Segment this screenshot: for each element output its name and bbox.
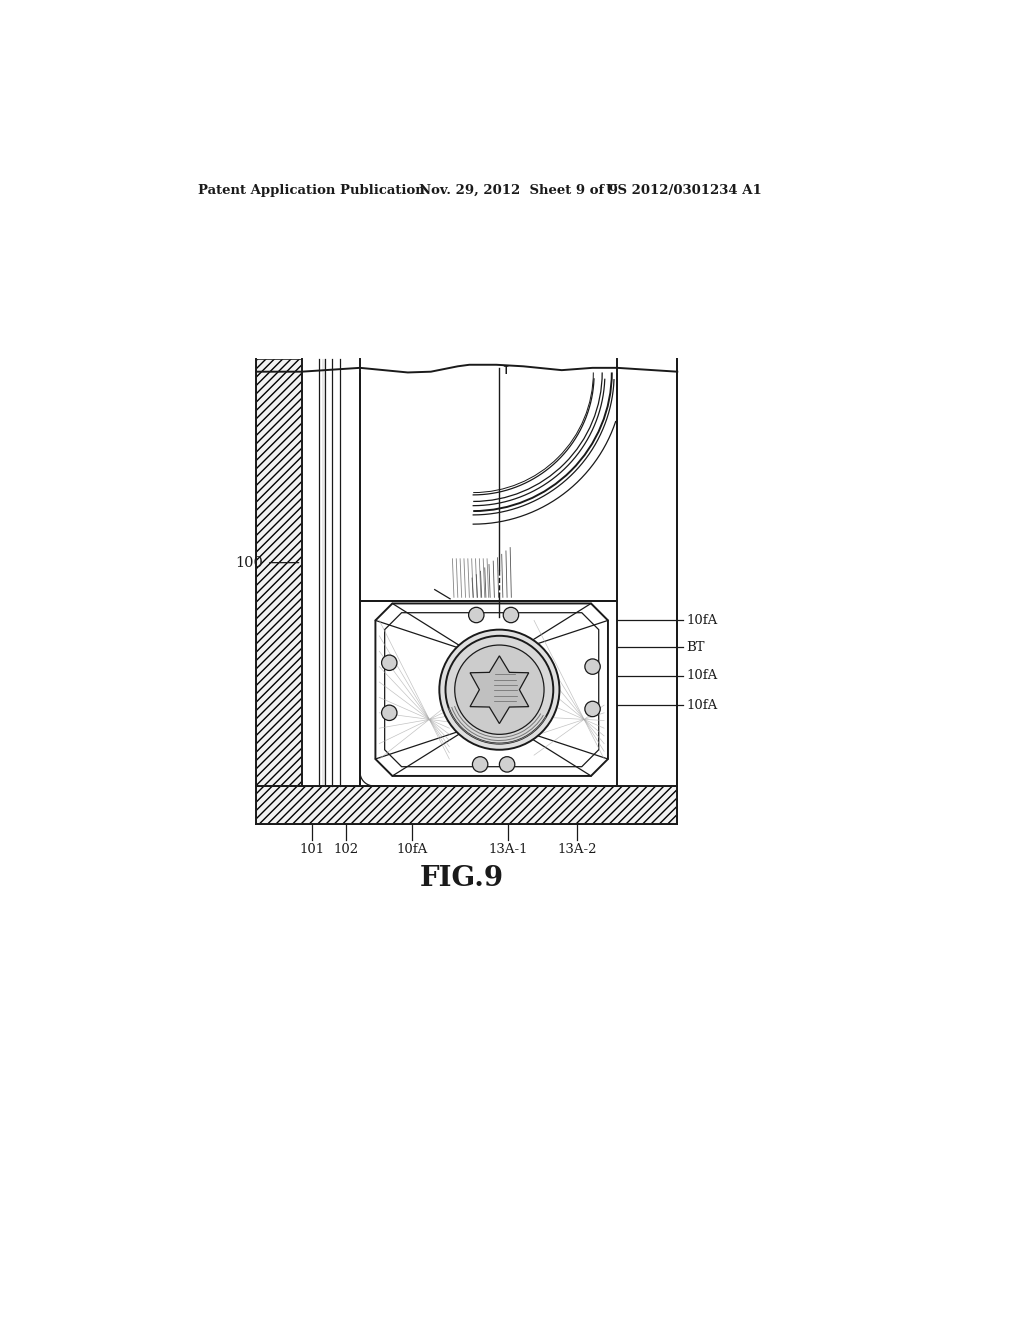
- Text: 101: 101: [299, 843, 324, 855]
- Text: BT: BT: [686, 640, 705, 653]
- Polygon shape: [376, 603, 608, 776]
- Text: 100: 100: [236, 556, 263, 570]
- Circle shape: [503, 607, 518, 623]
- Text: Nov. 29, 2012  Sheet 9 of 9: Nov. 29, 2012 Sheet 9 of 9: [419, 185, 618, 197]
- Bar: [617, 359, 677, 785]
- Circle shape: [469, 607, 484, 623]
- Bar: [256, 785, 677, 825]
- Text: 102: 102: [334, 843, 358, 855]
- Circle shape: [382, 655, 397, 671]
- Bar: [256, 359, 301, 785]
- Polygon shape: [360, 601, 617, 785]
- Text: Patent Application Publication: Patent Application Publication: [199, 185, 425, 197]
- Circle shape: [500, 756, 515, 772]
- Circle shape: [445, 636, 553, 743]
- Circle shape: [455, 645, 544, 734]
- Text: US 2012/0301234 A1: US 2012/0301234 A1: [606, 185, 762, 197]
- Bar: [322, 359, 325, 785]
- Polygon shape: [385, 612, 599, 767]
- Circle shape: [382, 705, 397, 721]
- Text: 13A-2: 13A-2: [557, 843, 597, 855]
- Bar: [360, 374, 617, 601]
- Circle shape: [585, 701, 600, 717]
- Text: 10fA: 10fA: [400, 570, 431, 583]
- Text: 10fA: 10fA: [396, 843, 427, 855]
- Text: FIG.9: FIG.9: [420, 865, 504, 892]
- Text: 10fA: 10fA: [686, 669, 718, 682]
- Text: 13A-1: 13A-1: [488, 843, 527, 855]
- Text: 10fA: 10fA: [686, 698, 718, 711]
- Polygon shape: [470, 656, 528, 723]
- Text: 10fA: 10fA: [686, 614, 718, 627]
- Circle shape: [472, 756, 487, 772]
- Bar: [617, 359, 677, 785]
- Circle shape: [439, 630, 559, 750]
- Circle shape: [585, 659, 600, 675]
- Bar: [301, 359, 360, 785]
- Text: J: J: [503, 367, 509, 380]
